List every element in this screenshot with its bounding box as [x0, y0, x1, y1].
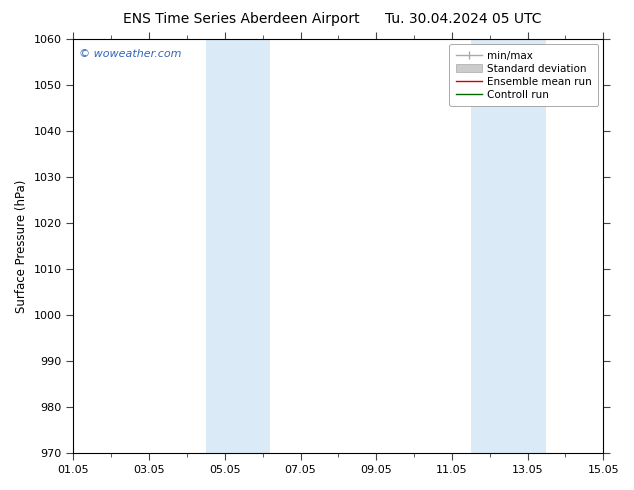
Bar [471, 39, 547, 453]
Y-axis label: Surface Pressure (hPa): Surface Pressure (hPa) [15, 179, 28, 313]
Text: ENS Time Series Aberdeen Airport: ENS Time Series Aberdeen Airport [122, 12, 359, 26]
Text: Tu. 30.04.2024 05 UTC: Tu. 30.04.2024 05 UTC [385, 12, 541, 26]
Bar [206, 39, 270, 453]
Legend: min/max, Standard deviation, Ensemble mean run, Controll run: min/max, Standard deviation, Ensemble me… [450, 44, 598, 106]
Text: © woweather.com: © woweather.com [79, 49, 181, 59]
